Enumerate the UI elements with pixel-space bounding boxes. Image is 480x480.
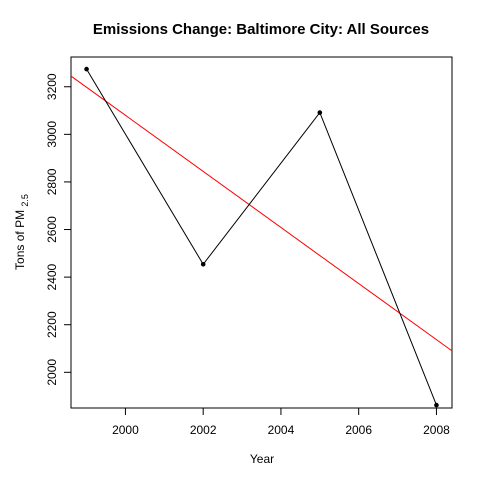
y-tick-label-2800: 2800 — [45, 168, 59, 195]
y-axis-label-main: Tons of PM — [13, 210, 27, 270]
plot-area — [70, 56, 453, 409]
x-tick-label-2008: 2008 — [423, 423, 450, 437]
y-tick-label-2000: 2000 — [45, 359, 59, 386]
data-point-2008 — [434, 402, 439, 408]
data-point-1999 — [84, 66, 89, 72]
data-point-2002 — [200, 261, 206, 267]
series-points — [84, 66, 439, 408]
y-tick-label-3000: 3000 — [45, 121, 59, 148]
y-tick-label-2200: 2200 — [45, 311, 59, 338]
x-axis-label: Year — [250, 452, 274, 466]
x-tick-label-2000: 2000 — [112, 423, 139, 437]
y-tick-label-2400: 2400 — [45, 263, 59, 290]
y-axis: 2000 2200 2400 2600 2800 3000 3200 — [45, 73, 71, 386]
chart-title: Emissions Change: Baltimore City: All So… — [93, 21, 429, 38]
y-axis-label-subscript: 2.5 — [20, 194, 30, 207]
data-point-2005 — [317, 110, 323, 115]
trend-line — [70, 75, 453, 352]
x-tick-label-2002: 2002 — [190, 423, 217, 437]
x-tick-label-2004: 2004 — [268, 423, 295, 437]
x-axis: 2000 2002 2004 2006 2008 — [112, 408, 450, 437]
y-tick-label-3200: 3200 — [45, 73, 59, 100]
y-axis-label: Tons of PM 2.5 — [13, 194, 30, 270]
y-tick-label-2600: 2600 — [45, 216, 59, 243]
series-line — [86, 68, 437, 406]
x-tick-label-2006: 2006 — [345, 423, 372, 437]
